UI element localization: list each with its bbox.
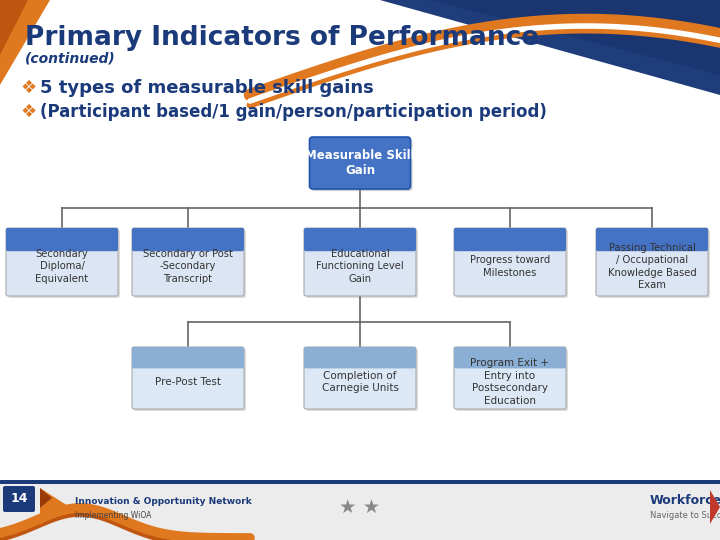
Polygon shape (40, 488, 52, 508)
FancyBboxPatch shape (454, 228, 566, 296)
FancyBboxPatch shape (596, 228, 708, 296)
FancyBboxPatch shape (134, 230, 246, 298)
Text: ❖: ❖ (20, 103, 36, 121)
FancyBboxPatch shape (456, 349, 568, 411)
Text: Program Exit +
Entry into
Postsecondary
Education: Program Exit + Entry into Postsecondary … (470, 359, 549, 406)
FancyBboxPatch shape (306, 349, 418, 411)
FancyBboxPatch shape (132, 228, 244, 296)
Text: Passing Technical
/ Occupational
Knowledge Based
Exam: Passing Technical / Occupational Knowled… (608, 243, 696, 290)
Text: 5 types of measurable skill gains: 5 types of measurable skill gains (40, 79, 374, 97)
Text: Progress toward
Milestones: Progress toward Milestones (470, 255, 550, 278)
Text: Pre-Post Test: Pre-Post Test (155, 377, 221, 387)
Text: (Participant based/1 gain/person/participation period): (Participant based/1 gain/person/partici… (40, 103, 547, 121)
Text: Secondary
Diploma/
Equivalent: Secondary Diploma/ Equivalent (35, 249, 89, 284)
FancyBboxPatch shape (454, 347, 566, 409)
Bar (0, 480, 720, 484)
Polygon shape (40, 488, 68, 525)
FancyBboxPatch shape (132, 228, 244, 251)
Text: Completion of
Carnegie Units: Completion of Carnegie Units (322, 371, 398, 393)
FancyBboxPatch shape (134, 349, 246, 411)
FancyBboxPatch shape (596, 228, 708, 251)
FancyBboxPatch shape (132, 347, 244, 409)
Polygon shape (0, 0, 28, 55)
Text: Navigate to Success: Navigate to Success (650, 510, 720, 519)
FancyBboxPatch shape (456, 230, 568, 298)
FancyBboxPatch shape (312, 139, 413, 191)
Text: (continued): (continued) (25, 51, 116, 65)
Text: ❖: ❖ (20, 79, 36, 97)
FancyBboxPatch shape (3, 486, 35, 512)
Text: 14: 14 (10, 492, 28, 505)
Text: Innovation & Opportunity Network: Innovation & Opportunity Network (75, 497, 252, 507)
FancyBboxPatch shape (304, 347, 416, 409)
FancyBboxPatch shape (454, 228, 566, 251)
Bar (0, 480, 720, 540)
Text: Implementing WiOA: Implementing WiOA (75, 511, 151, 521)
Text: WorkforceGPS: WorkforceGPS (650, 494, 720, 507)
FancyBboxPatch shape (306, 230, 418, 298)
Polygon shape (430, 0, 720, 75)
Polygon shape (0, 0, 50, 85)
FancyBboxPatch shape (598, 230, 710, 298)
FancyBboxPatch shape (304, 228, 416, 251)
Text: Educational
Functioning Level
Gain: Educational Functioning Level Gain (316, 249, 404, 284)
FancyBboxPatch shape (304, 347, 416, 368)
FancyBboxPatch shape (8, 230, 120, 298)
FancyBboxPatch shape (6, 228, 118, 296)
Text: ★ ★: ★ ★ (339, 497, 381, 516)
Text: Secondary or Post
-Secondary
Transcript: Secondary or Post -Secondary Transcript (143, 249, 233, 284)
Text: Measurable Skill
Gain: Measurable Skill Gain (305, 149, 415, 177)
Text: Primary Indicators of Performance: Primary Indicators of Performance (25, 25, 539, 51)
FancyBboxPatch shape (132, 347, 244, 368)
FancyBboxPatch shape (304, 228, 416, 296)
FancyBboxPatch shape (6, 228, 118, 251)
Polygon shape (710, 490, 720, 524)
FancyBboxPatch shape (310, 137, 410, 189)
Polygon shape (380, 0, 720, 95)
FancyBboxPatch shape (454, 347, 566, 368)
